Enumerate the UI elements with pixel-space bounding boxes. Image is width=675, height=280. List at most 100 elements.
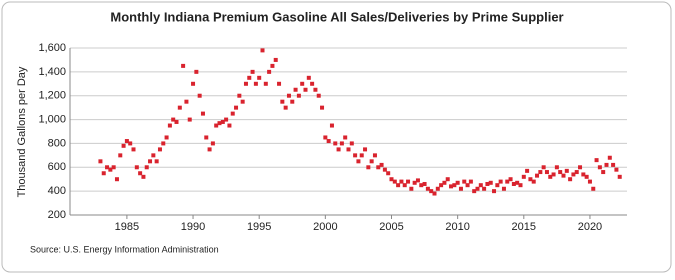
point (108, 167, 113, 172)
point (607, 155, 612, 160)
point (392, 179, 397, 184)
point (260, 48, 265, 53)
point (379, 162, 384, 167)
point (164, 135, 169, 140)
point (98, 159, 103, 164)
point (587, 179, 592, 184)
point (224, 117, 229, 122)
point (329, 123, 334, 128)
point (174, 119, 179, 124)
point (320, 105, 325, 110)
point (296, 93, 301, 98)
y-tick-label: 600 (48, 161, 66, 173)
point (141, 174, 146, 179)
point (611, 162, 616, 167)
point (114, 177, 119, 182)
point (154, 159, 159, 164)
point (584, 174, 589, 179)
point (478, 183, 483, 188)
point (280, 99, 285, 104)
point (263, 81, 268, 86)
x-tick-label: 1995 (247, 221, 271, 233)
point (310, 81, 315, 86)
point (359, 153, 364, 158)
point (124, 139, 129, 144)
point (181, 63, 186, 68)
point (439, 183, 444, 188)
x-tick-label: 2015 (512, 221, 536, 233)
point (369, 159, 374, 164)
point (230, 111, 235, 116)
point (498, 179, 503, 184)
point (376, 165, 381, 170)
point (535, 173, 540, 178)
point (210, 141, 215, 146)
point (177, 105, 182, 110)
point (144, 165, 149, 170)
point (449, 184, 454, 189)
point (273, 57, 278, 62)
point (525, 168, 530, 173)
chart-title: Monthly Indiana Premium Gasoline All Sal… (110, 9, 563, 24)
point (363, 147, 368, 152)
point (151, 153, 156, 158)
point (286, 93, 291, 98)
x-tick-label: 1985 (115, 221, 139, 233)
y-tick-label: 1,000 (38, 113, 66, 125)
point (406, 179, 411, 184)
point (323, 135, 328, 140)
point (382, 167, 387, 172)
point (495, 183, 500, 188)
point (197, 93, 202, 98)
point (227, 123, 232, 128)
y-axis-label: Thousand Gallons per Day (16, 66, 28, 197)
point (237, 93, 242, 98)
x-tick-label: 2005 (379, 221, 403, 233)
point (531, 179, 536, 184)
x-tick-label: 1990 (181, 221, 205, 233)
point (267, 69, 272, 74)
point (518, 183, 523, 188)
point (353, 153, 358, 158)
point (429, 189, 434, 194)
point (101, 171, 106, 176)
point (581, 172, 586, 177)
point (105, 165, 110, 170)
point (425, 186, 430, 191)
point (412, 180, 417, 185)
x-tick-label: 2000 (313, 221, 337, 233)
point (541, 165, 546, 170)
point (422, 181, 427, 186)
point (564, 168, 569, 173)
point (349, 141, 354, 146)
point (240, 99, 245, 104)
point (234, 105, 239, 110)
point (462, 179, 467, 184)
point (475, 186, 480, 191)
point (617, 174, 622, 179)
point (184, 99, 189, 104)
point (614, 167, 619, 172)
point (452, 183, 457, 188)
point (528, 177, 533, 182)
point (131, 147, 136, 152)
point (389, 177, 394, 182)
point (442, 180, 447, 185)
point (171, 117, 176, 122)
point (597, 165, 602, 170)
point (194, 69, 199, 74)
point (214, 123, 219, 128)
point (558, 170, 563, 175)
point (316, 93, 321, 98)
point (200, 111, 205, 116)
chart-frame (1, 1, 672, 273)
point (551, 172, 556, 177)
y-tick-label: 1,400 (38, 66, 66, 78)
point (121, 143, 126, 148)
y-tick-label: 400 (48, 185, 66, 197)
x-tick-label: 2010 (445, 221, 469, 233)
point (488, 180, 493, 185)
point (366, 165, 371, 170)
point (134, 165, 139, 170)
point (419, 183, 424, 188)
